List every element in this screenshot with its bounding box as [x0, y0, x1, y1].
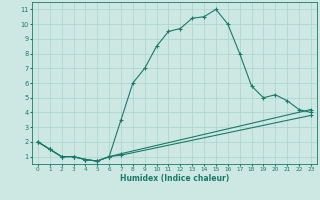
X-axis label: Humidex (Indice chaleur): Humidex (Indice chaleur) — [120, 174, 229, 183]
